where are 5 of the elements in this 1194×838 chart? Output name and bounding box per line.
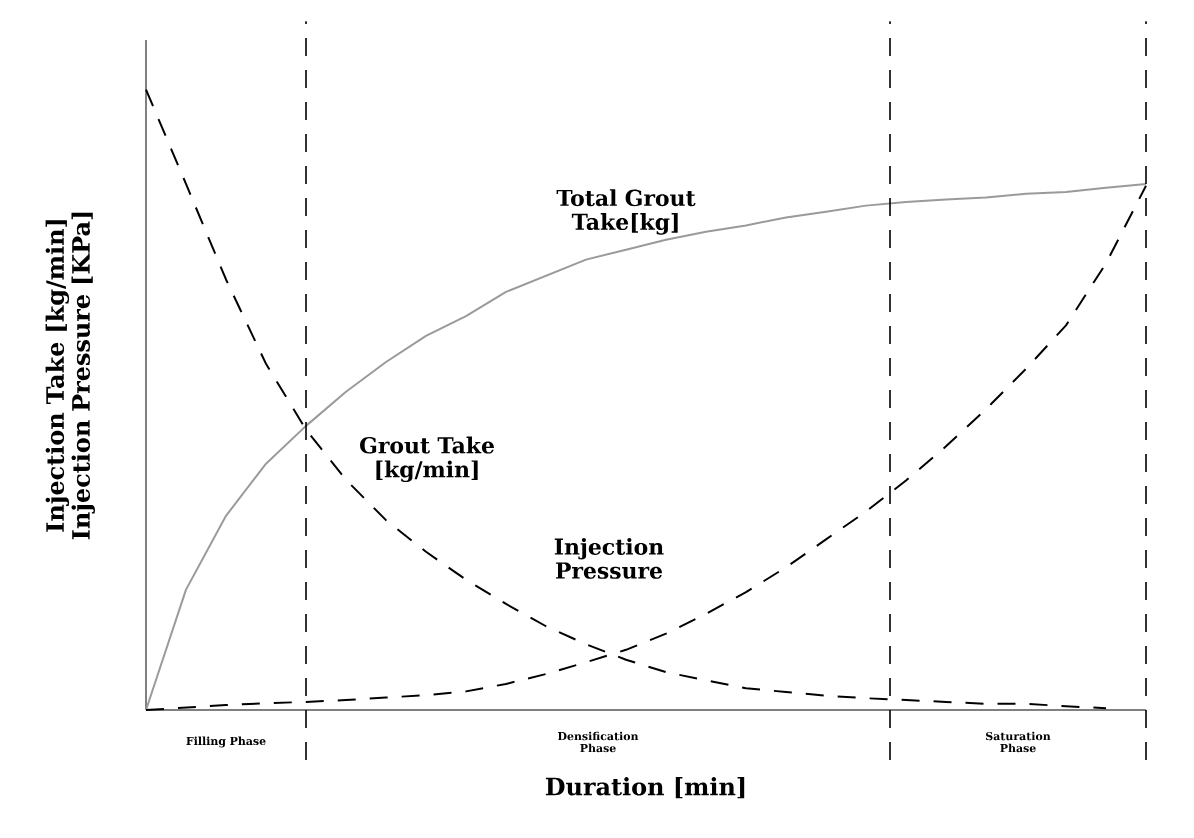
x-axis-title: Duration [min] [545,777,745,799]
text: Injection Pressure [554,537,664,579]
series-label: Grout Take [kg/min] [360,436,494,483]
y-axis-title: Injection Take [kg/min] Injection Pressure [KPa] [45,212,95,540]
series-label: Total Grout Take[kg] [556,189,696,235]
